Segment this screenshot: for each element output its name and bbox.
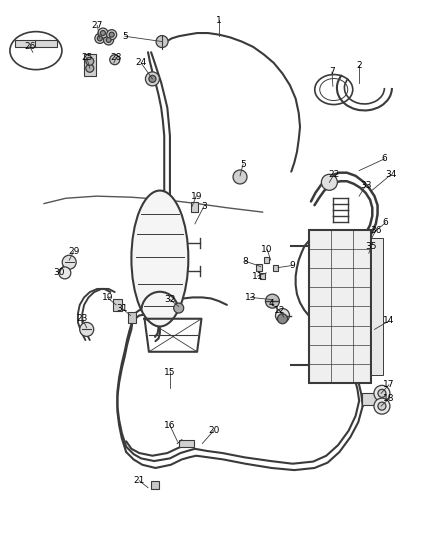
- Bar: [84, 54, 96, 76]
- Circle shape: [145, 72, 159, 86]
- Circle shape: [265, 294, 279, 308]
- Text: 21: 21: [134, 477, 145, 485]
- Text: 19: 19: [191, 192, 202, 200]
- Text: 18: 18: [383, 394, 395, 403]
- Circle shape: [100, 30, 106, 36]
- Bar: [152, 481, 159, 489]
- Text: 12: 12: [274, 306, 285, 314]
- Circle shape: [104, 35, 113, 45]
- Bar: [15, 40, 37, 47]
- Bar: [113, 299, 122, 311]
- Circle shape: [106, 37, 111, 43]
- Bar: [256, 264, 262, 271]
- Circle shape: [109, 32, 114, 37]
- Text: 30: 30: [53, 269, 65, 277]
- Bar: [362, 393, 381, 405]
- Text: 33: 33: [360, 181, 371, 190]
- Text: 19: 19: [102, 293, 113, 302]
- Text: 35: 35: [366, 242, 377, 251]
- Text: 7: 7: [329, 68, 335, 76]
- Text: 14: 14: [383, 317, 395, 325]
- Circle shape: [174, 303, 184, 313]
- Ellipse shape: [131, 191, 188, 326]
- Text: 32: 32: [164, 295, 176, 304]
- Circle shape: [321, 174, 337, 190]
- Text: 10: 10: [261, 245, 273, 254]
- Circle shape: [95, 34, 105, 43]
- Text: 5: 5: [240, 160, 246, 168]
- Text: 16: 16: [164, 421, 176, 430]
- Circle shape: [59, 267, 71, 279]
- Text: 17: 17: [383, 381, 395, 389]
- Circle shape: [378, 389, 386, 398]
- Text: 9: 9: [290, 261, 296, 270]
- Bar: [179, 440, 194, 447]
- Circle shape: [378, 402, 386, 410]
- Circle shape: [86, 64, 94, 72]
- Text: 26: 26: [24, 43, 35, 51]
- Text: 6: 6: [381, 155, 388, 163]
- Bar: [35, 40, 57, 47]
- Circle shape: [276, 309, 290, 322]
- Circle shape: [86, 57, 94, 66]
- Text: 11: 11: [252, 272, 263, 280]
- Text: 22: 22: [328, 171, 339, 179]
- Text: 28: 28: [110, 53, 122, 62]
- Circle shape: [98, 28, 108, 38]
- Circle shape: [149, 75, 156, 83]
- Circle shape: [156, 36, 168, 47]
- Text: 23: 23: [77, 314, 88, 323]
- Text: 2: 2: [357, 61, 362, 69]
- Text: 34: 34: [385, 171, 396, 179]
- Text: 6: 6: [382, 219, 389, 227]
- Text: 15: 15: [164, 368, 176, 376]
- Bar: [264, 257, 269, 263]
- Text: 1: 1: [216, 16, 222, 25]
- Circle shape: [62, 255, 76, 269]
- Circle shape: [374, 398, 390, 414]
- Text: 27: 27: [92, 21, 103, 30]
- Circle shape: [110, 55, 120, 64]
- Text: 24: 24: [135, 59, 147, 67]
- Bar: [272, 264, 278, 271]
- Bar: [128, 312, 136, 322]
- Circle shape: [107, 30, 117, 39]
- Bar: [309, 230, 371, 383]
- Text: 4: 4: [269, 300, 274, 308]
- Text: 13: 13: [245, 293, 256, 302]
- Bar: [260, 273, 265, 279]
- Circle shape: [97, 36, 102, 41]
- Text: 3: 3: [201, 203, 207, 211]
- Bar: [191, 202, 198, 212]
- Text: 29: 29: [68, 247, 79, 256]
- Text: 31: 31: [116, 304, 127, 312]
- Text: 5: 5: [122, 32, 128, 41]
- Bar: [371, 238, 383, 375]
- Circle shape: [278, 314, 287, 324]
- Text: 20: 20: [208, 426, 219, 435]
- Text: 36: 36: [370, 226, 381, 235]
- Circle shape: [374, 385, 390, 401]
- Circle shape: [233, 170, 247, 184]
- Text: 25: 25: [81, 53, 92, 62]
- Text: 8: 8: [242, 257, 248, 265]
- Circle shape: [80, 322, 94, 336]
